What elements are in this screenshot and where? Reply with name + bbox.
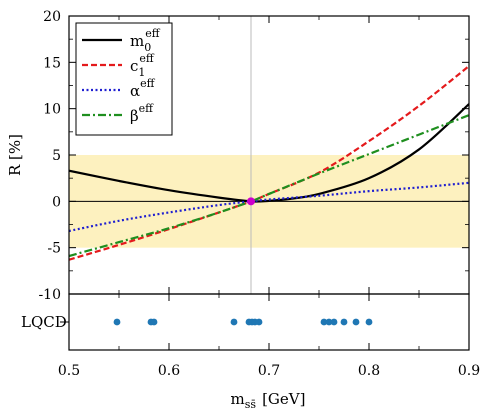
- lqcd-point: [113, 318, 121, 326]
- lqcd-point: [255, 318, 263, 326]
- x-tick-label: 0.7: [258, 363, 280, 379]
- legend-label-symbol: α: [130, 82, 140, 100]
- lqcd-category-label: LQCD: [21, 313, 67, 331]
- series-line-0: [69, 103, 469, 203]
- lqcd-point: [230, 318, 238, 326]
- legend-label-2: αeff: [130, 77, 156, 100]
- main-x-axis-ticks: [68, 16, 470, 294]
- legend-label-superscript: eff: [139, 52, 155, 65]
- x-axis-title: mss̄ [GeV]: [231, 390, 306, 411]
- y-tick-label: 5: [52, 148, 61, 164]
- lqcd-point: [325, 318, 333, 326]
- legend-label-0: m0eff: [130, 27, 161, 54]
- legend-label-3: βeff: [130, 102, 154, 125]
- y-tick-label: 20: [43, 9, 61, 25]
- legend-box: [75, 22, 173, 136]
- y-axis-title: R [%]: [6, 134, 24, 176]
- legend-label-symbol: β: [130, 107, 139, 125]
- x-axis-tick-labels: 0.5 0.6 0.7 0.8 0.9: [58, 363, 480, 379]
- legend-label-subscript: 1: [138, 66, 145, 79]
- legend-label-superscript: eff: [139, 102, 155, 115]
- x-tick-label: 0.5: [58, 363, 80, 379]
- x-axis-title-symbol: m: [231, 390, 245, 408]
- legend-label-superscript: eff: [145, 27, 161, 40]
- lqcd-point: [340, 318, 348, 326]
- x-tick-label: 0.8: [358, 363, 380, 379]
- lqcd-panel-frame: [68, 293, 470, 351]
- x-axis-title-subscript: ss̄: [245, 398, 257, 411]
- legend-label-symbol: m: [130, 32, 144, 50]
- bottom-x-axis-ticks: [68, 294, 470, 350]
- series-lines: [69, 65, 469, 261]
- y-tick-label: 0: [52, 194, 61, 210]
- y-tick-label: 15: [43, 55, 61, 71]
- x-tick-label: 0.6: [158, 363, 180, 379]
- y-tick-label: 10: [43, 102, 61, 118]
- lqcd-point: [330, 318, 338, 326]
- y-tick-label: -5: [47, 241, 61, 257]
- series-line-3: [69, 114, 469, 258]
- lqcd-point: [352, 318, 360, 326]
- legend-label-1: c1eff: [130, 52, 155, 79]
- lqcd-points: [113, 318, 373, 326]
- x-axis-title-unit: [GeV]: [262, 390, 305, 408]
- lqcd-point: [320, 318, 328, 326]
- legend-label-subscript: 0: [144, 41, 151, 54]
- lqcd-panel: 0.5 0.6 0.7 0.8 0.9 LQCD: [21, 293, 480, 379]
- x-tick-label: 0.9: [458, 363, 480, 379]
- lqcd-point: [150, 318, 158, 326]
- crossing-point-marker: [247, 197, 255, 206]
- legend-label-superscript: eff: [140, 77, 156, 90]
- legend-label-symbol: c: [130, 57, 138, 75]
- lqcd-point: [365, 318, 373, 326]
- y-tick-label: -10: [38, 287, 61, 303]
